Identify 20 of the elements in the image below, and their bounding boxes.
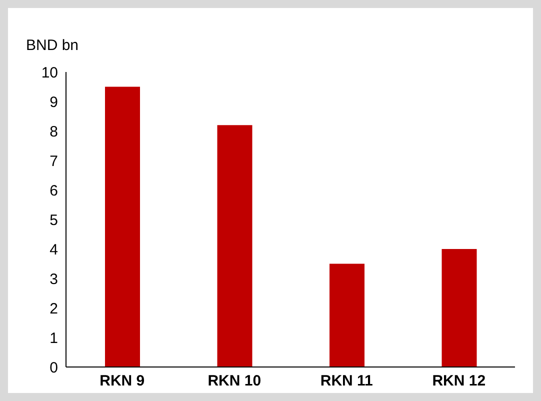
x-tick-label: RKN 12 — [432, 372, 486, 390]
y-tick-label: 2 — [50, 300, 58, 318]
y-axis-title: BND bn — [26, 37, 79, 54]
y-tick-label: 8 — [50, 123, 58, 140]
bar — [330, 264, 364, 367]
y-tick-label: 9 — [50, 94, 58, 111]
y-tick-label: 3 — [50, 270, 58, 288]
bar — [217, 125, 252, 367]
y-tick-label: 5 — [50, 212, 58, 229]
x-tick-label: RKN 11 — [320, 372, 373, 390]
y-tick-label: 0 — [50, 359, 58, 376]
y-tick-label: 6 — [50, 182, 58, 200]
bar — [105, 86, 140, 367]
y-tick-label: 10 — [41, 64, 58, 82]
bar — [442, 249, 477, 367]
x-tick-label: RKN 10 — [208, 372, 262, 390]
y-tick-label: 1 — [50, 330, 58, 347]
x-tick-label: RKN 9 — [100, 372, 145, 390]
y-tick-label: 4 — [50, 241, 58, 258]
y-tick-label: 7 — [50, 152, 58, 170]
